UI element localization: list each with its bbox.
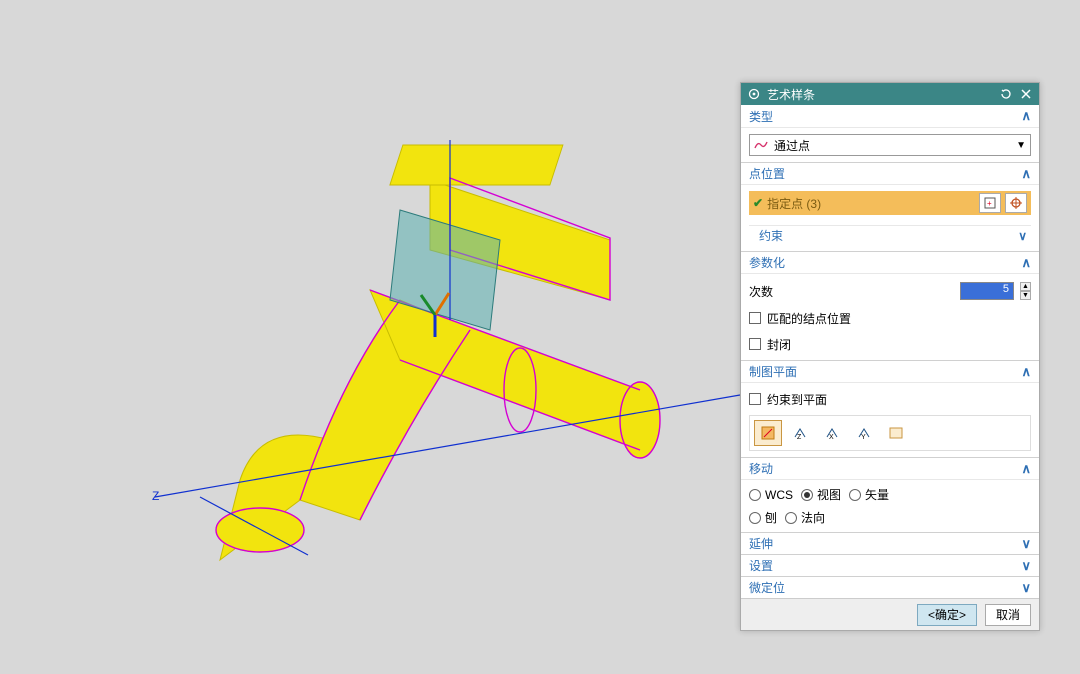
type-select[interactable]: 通过点 ▼ — [749, 134, 1031, 156]
constrain-plane-label: 约束到平面 — [767, 391, 827, 408]
section-header-point[interactable]: 点位置 ∧ — [741, 162, 1039, 184]
radio-wcs[interactable] — [749, 489, 761, 501]
svg-text:+: + — [987, 199, 992, 208]
ok-button[interactable]: < 确定 > — [917, 604, 977, 626]
chevron-up-icon: ∧ — [1021, 255, 1031, 271]
radio-view[interactable] — [801, 489, 813, 501]
section-body-move: WCS 视图 矢量 刨 法向 — [741, 479, 1039, 532]
constrain-plane-checkbox[interactable] — [749, 393, 761, 405]
section-header-plane[interactable]: 制图平面 ∧ — [741, 360, 1039, 382]
match-knots-checkbox[interactable] — [749, 312, 761, 324]
spinner-up[interactable]: ▲ — [1020, 282, 1031, 291]
dialog-titlebar[interactable]: 艺术样条 — [741, 83, 1039, 105]
reset-icon[interactable] — [999, 87, 1013, 101]
close-icon[interactable] — [1019, 87, 1033, 101]
section-header-extend[interactable]: 延伸 ∨ — [741, 532, 1039, 554]
check-icon: ✔ — [753, 196, 763, 210]
studio-spline-dialog: 艺术样条 类型 ∧ 通过点 ▼ 点位置 ∧ ✔ 指定点 (3) + — [740, 82, 1040, 631]
caret-down-icon: ▼ — [1016, 140, 1026, 151]
plane-icon-group: Z X Y — [749, 415, 1031, 451]
specify-point-row[interactable]: ✔ 指定点 (3) + — [749, 191, 1031, 215]
point-dialog-button[interactable]: + — [979, 193, 1001, 213]
svg-text:Z: Z — [797, 434, 802, 441]
through-points-icon — [754, 139, 768, 151]
point-constructor-button[interactable] — [1005, 193, 1027, 213]
chevron-down-icon: ∨ — [1021, 558, 1031, 574]
chevron-down-icon: ∨ — [1018, 229, 1027, 243]
axis-label-z: Z — [152, 489, 159, 503]
match-knots-label: 匹配的结点位置 — [767, 310, 851, 327]
svg-text:Y: Y — [861, 434, 866, 441]
section-body-type: 通过点 ▼ — [741, 127, 1039, 162]
section-header-param[interactable]: 参数化 ∧ — [741, 251, 1039, 273]
section-body-param: 次数 5 ▲ ▼ 匹配的结点位置 封闭 — [741, 273, 1039, 360]
radio-normal[interactable] — [785, 512, 797, 524]
chevron-down-icon: ∨ — [1021, 536, 1031, 552]
dialog-title: 艺术样条 — [767, 86, 993, 103]
cancel-button[interactable]: 取消 — [985, 604, 1031, 626]
chevron-up-icon: ∧ — [1021, 166, 1031, 182]
plane-zc-button[interactable]: Z — [786, 420, 814, 446]
closed-checkbox[interactable] — [749, 338, 761, 350]
section-body-plane: 约束到平面 Z X Y — [741, 382, 1039, 457]
section-header-type[interactable]: 类型 ∧ — [741, 105, 1039, 127]
degree-label: 次数 — [749, 283, 954, 300]
sub-header-constraint[interactable]: 约束 ∨ — [749, 225, 1031, 245]
section-header-move[interactable]: 移动 ∧ — [741, 457, 1039, 479]
section-header-settings[interactable]: 设置 ∨ — [741, 554, 1039, 576]
section-header-micro[interactable]: 微定位 ∨ — [741, 576, 1039, 598]
chevron-up-icon: ∧ — [1021, 461, 1031, 477]
svg-text:X: X — [829, 434, 834, 441]
degree-input[interactable]: 5 — [960, 282, 1014, 300]
chevron-up-icon: ∧ — [1021, 108, 1031, 124]
radio-plane[interactable] — [749, 512, 761, 524]
gear-icon — [747, 87, 761, 101]
dialog-footer: < 确定 > 取消 — [741, 598, 1039, 630]
section-body-point: ✔ 指定点 (3) + 约束 ∨ — [741, 184, 1039, 251]
plane-xy-button[interactable] — [754, 420, 782, 446]
plane-new-button[interactable] — [882, 420, 910, 446]
chevron-up-icon: ∧ — [1021, 364, 1031, 380]
plane-zy-button[interactable]: Y — [850, 420, 878, 446]
chevron-down-icon: ∨ — [1021, 580, 1031, 596]
plane-zx-button[interactable]: X — [818, 420, 846, 446]
spinner-down[interactable]: ▼ — [1020, 291, 1031, 300]
closed-label: 封闭 — [767, 336, 791, 353]
radio-vector[interactable] — [849, 489, 861, 501]
